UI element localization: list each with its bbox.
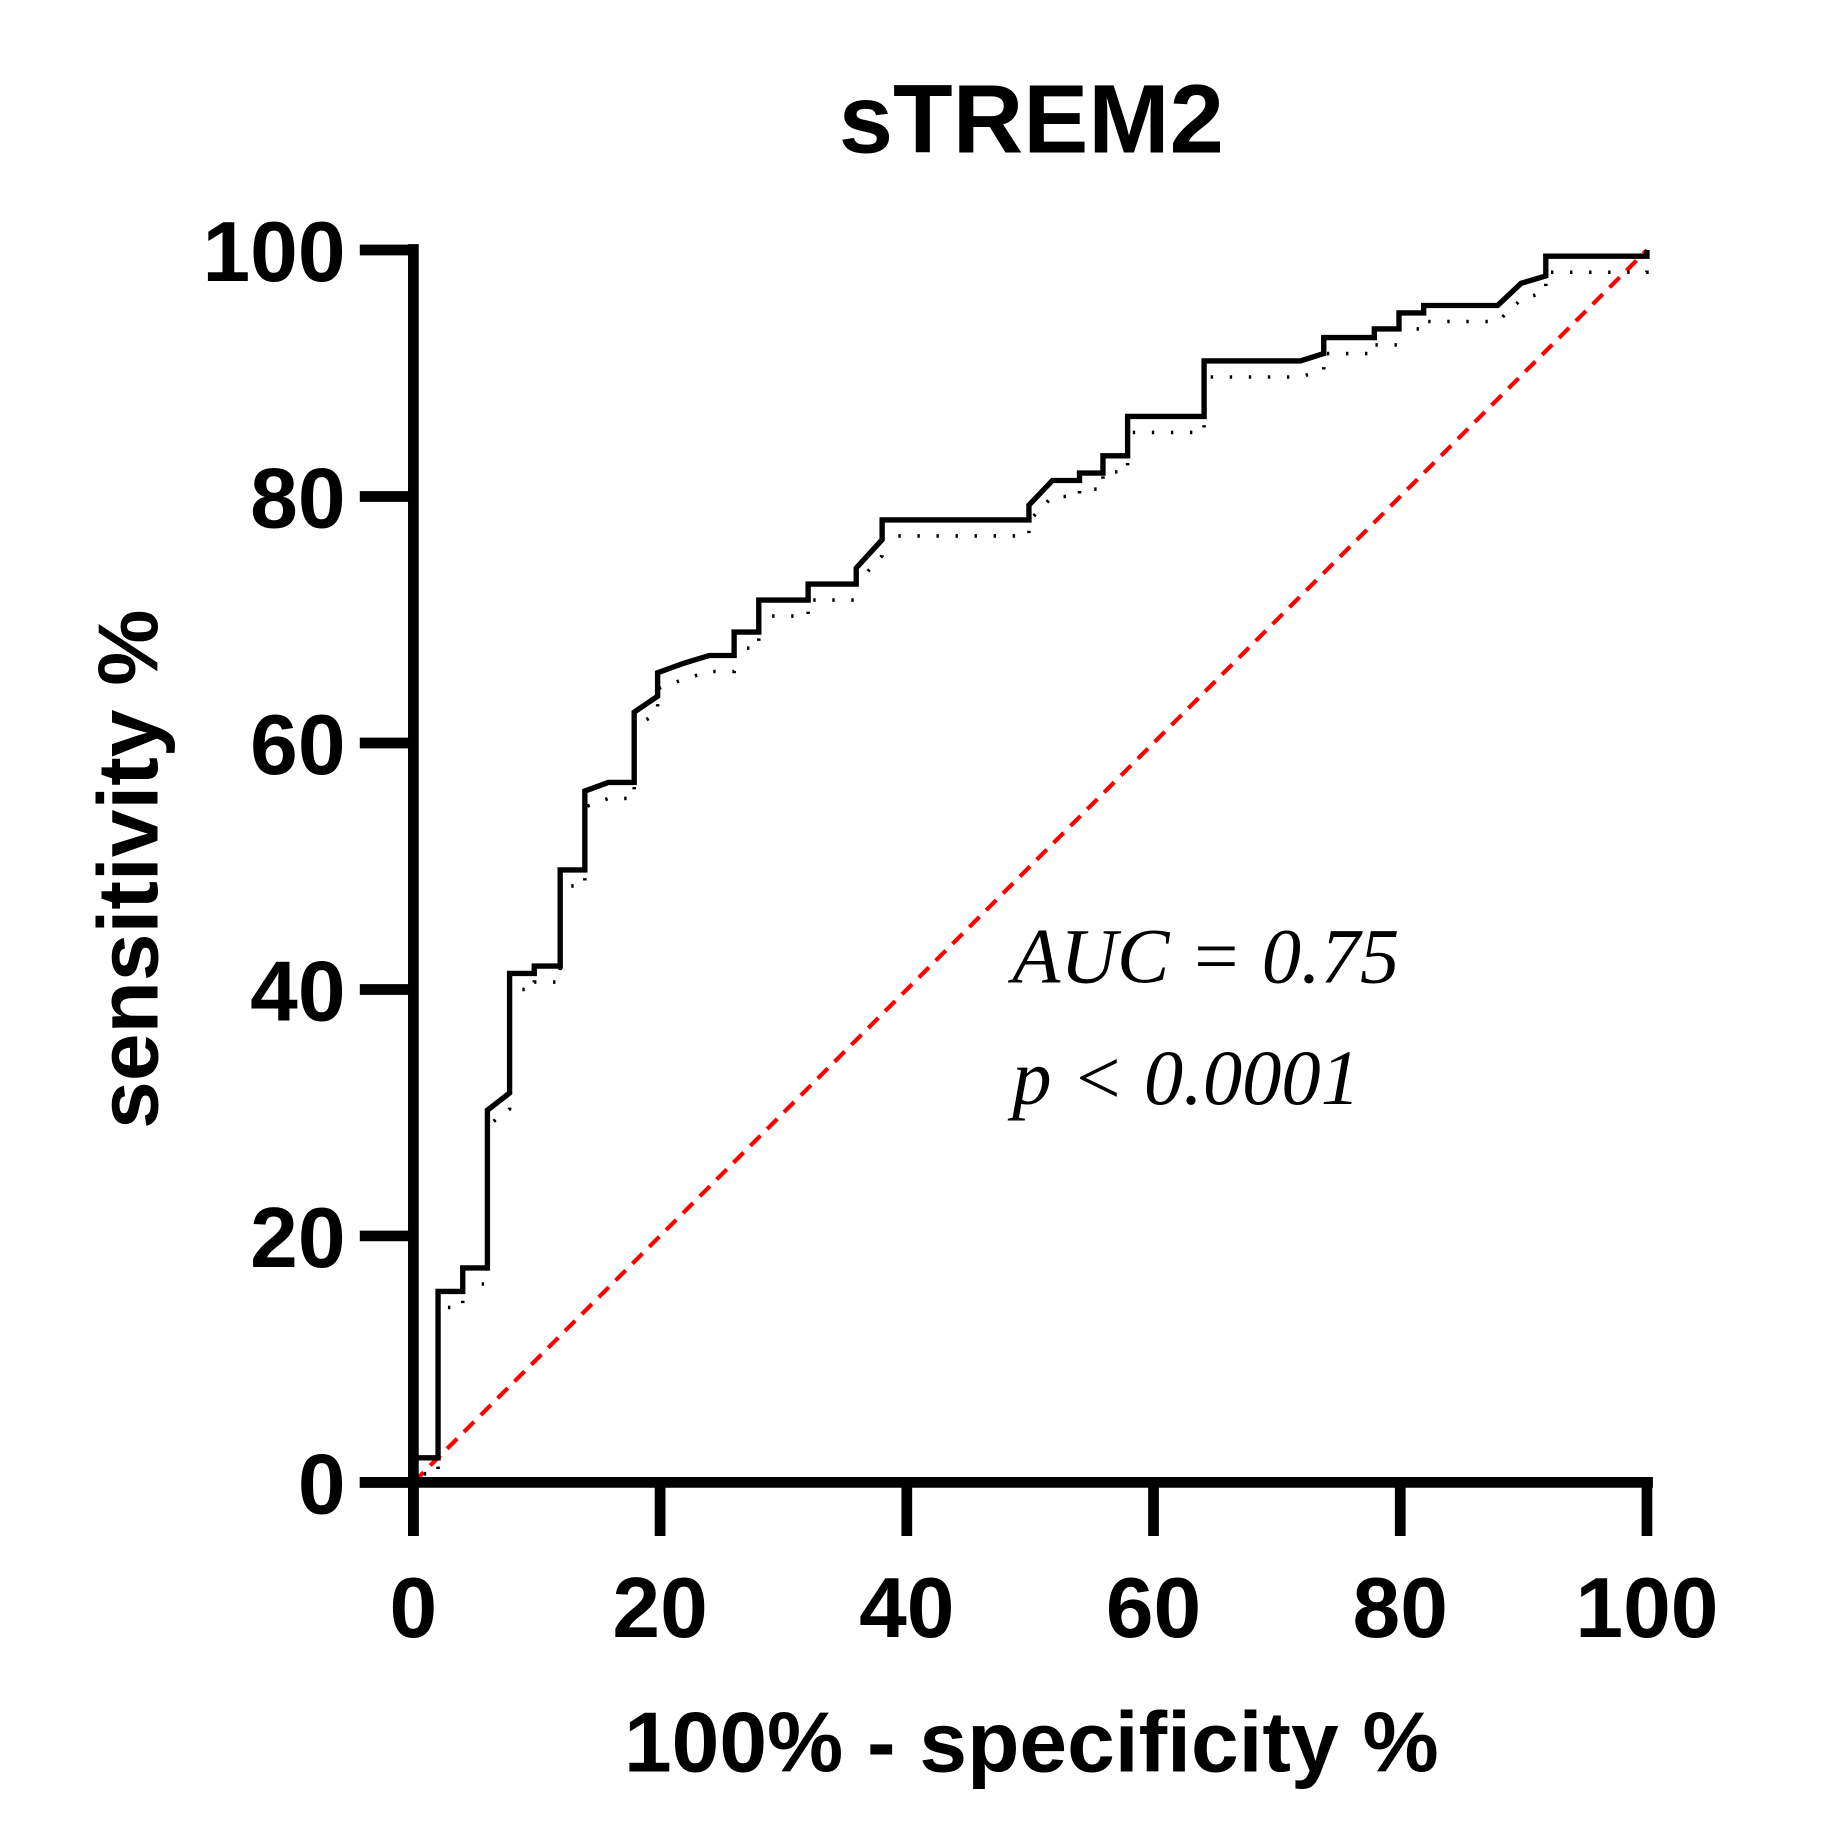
x-tick-label: 40 — [859, 1560, 954, 1656]
x-axis-label: 100% - specificity % — [624, 1695, 1439, 1791]
auc-annotation: AUC = 0.75 — [1007, 912, 1399, 999]
reference-line — [411, 248, 1649, 1484]
y-tick-label: 20 — [250, 1190, 345, 1286]
y-tick-label: 60 — [250, 697, 345, 793]
roc-curve — [410, 250, 1650, 1483]
x-tick-label: 60 — [1106, 1560, 1201, 1656]
y-tick-label: 100 — [202, 204, 345, 300]
x-tick-label: 80 — [1353, 1560, 1448, 1656]
y-tick-label: 40 — [250, 943, 345, 1039]
chart-title: sTREM2 — [839, 64, 1224, 173]
x-tick-label: 100 — [1575, 1560, 1718, 1656]
y-tick-label: 0 — [298, 1436, 346, 1532]
x-tick-label: 20 — [612, 1560, 707, 1656]
x-tick-label: 0 — [390, 1560, 438, 1656]
y-axis-label: sensitivity % — [80, 610, 176, 1129]
p-value-annotation: p < 0.0001 — [1007, 1034, 1360, 1121]
roc-confidence-dotted — [411, 266, 1649, 1483]
y-tick-label: 80 — [250, 450, 345, 546]
